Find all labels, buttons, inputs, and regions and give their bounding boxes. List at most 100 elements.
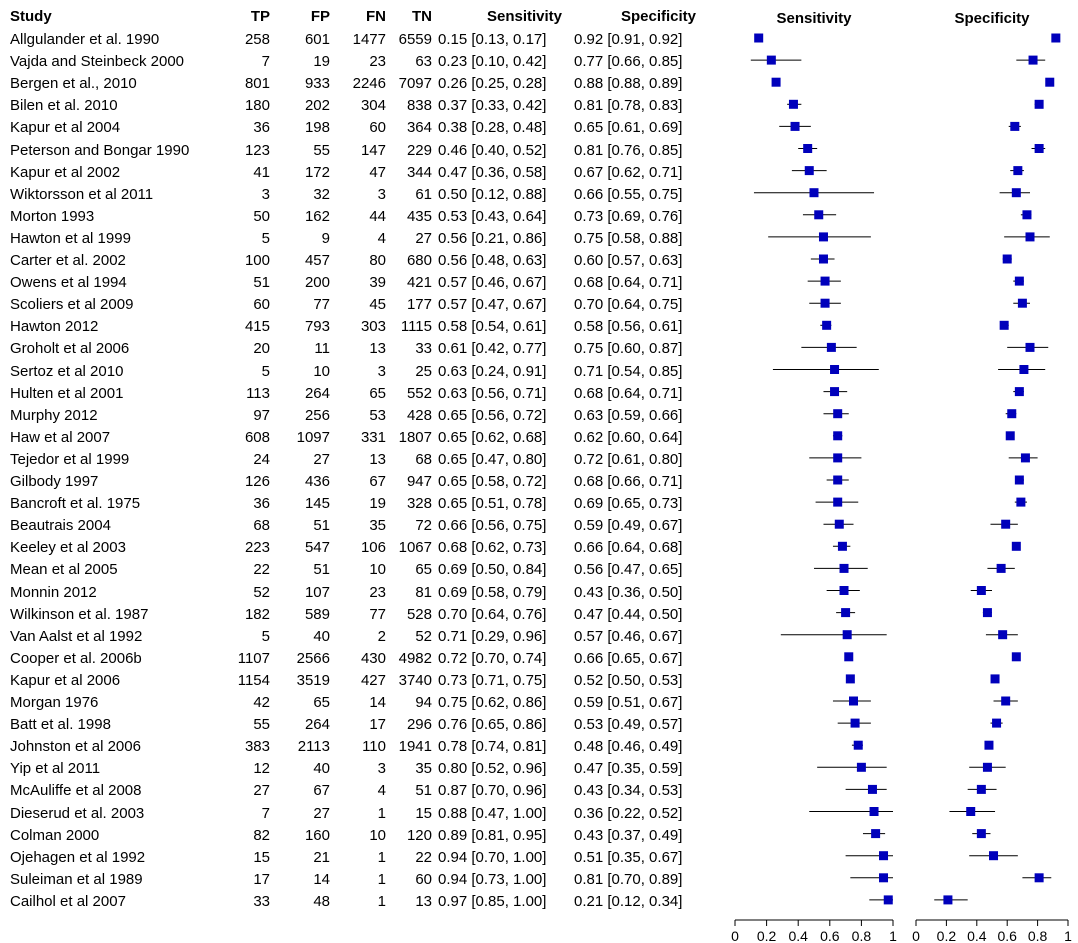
sensitivity-tick-label: 0.8	[852, 928, 872, 943]
cell-fn: 23	[369, 53, 386, 71]
cell-fn: 1	[377, 804, 386, 822]
cell-study: Cailhol et al 2007	[10, 892, 126, 910]
cell-tn: 60	[415, 870, 432, 888]
cell-tn: 947	[406, 473, 432, 490]
cell-fn: 19	[369, 495, 386, 513]
cell-fp: 48	[313, 892, 330, 910]
specificity-tick-label: 0.2	[937, 928, 957, 943]
cell-tp: 608	[244, 428, 270, 446]
cell-sens-text: 0.46 [0.40, 0.52]	[438, 141, 547, 159]
cell-tp: 82	[253, 826, 270, 844]
cell-fn: 77	[369, 605, 386, 623]
sensitivity-point-marker	[830, 365, 840, 374]
cell-fn: 110	[362, 738, 386, 756]
sensitivity-point-marker	[833, 475, 843, 485]
cell-tn: 364	[406, 119, 432, 137]
cell-tn: 27	[415, 229, 432, 247]
cell-tn: 4982	[398, 649, 432, 667]
cell-spec-text: 0.65 [0.61, 0.69]	[574, 119, 683, 137]
cell-fn: 67	[369, 473, 386, 490]
sensitivity-point-marker	[845, 674, 855, 684]
cell-sens-text: 0.89 [0.81, 0.95]	[438, 826, 547, 844]
cell-fp: 27	[313, 450, 330, 468]
sensitivity-point-marker	[803, 144, 813, 153]
cell-study: Hulten et al 2001	[10, 384, 124, 402]
cell-tp: 97	[253, 406, 270, 424]
cell-sens-text: 0.94 [0.70, 1.00]	[438, 848, 547, 866]
specificity-point-marker	[990, 674, 1000, 684]
cell-tn: 421	[406, 274, 432, 292]
cell-fp: 107	[304, 583, 330, 601]
cell-spec-text: 0.68 [0.66, 0.71]	[574, 473, 683, 490]
cell-spec-text: 0.43 [0.36, 0.50]	[574, 583, 683, 601]
cell-fn: 3	[377, 760, 386, 778]
cell-spec-text: 0.58 [0.56, 0.61]	[574, 318, 683, 336]
sensitivity-point-marker	[814, 210, 824, 220]
cell-tp: 5	[261, 229, 270, 247]
sensitivity-point-marker	[842, 630, 852, 640]
cell-sens-text: 0.26 [0.25, 0.28]	[438, 75, 547, 93]
cell-study: Hawton 2012	[10, 318, 99, 336]
cell-tp: 20	[253, 340, 270, 358]
cell-fn: 430	[360, 649, 386, 667]
cell-tn: 22	[415, 848, 432, 866]
cell-spec-text: 0.70 [0.64, 0.75]	[574, 296, 683, 314]
specificity-point-marker	[1011, 188, 1021, 198]
cell-study: Beautrais 2004	[10, 517, 111, 535]
specificity-point-marker	[1028, 55, 1038, 65]
cell-spec-text: 0.88 [0.88, 0.89]	[574, 75, 683, 93]
specificity-tick-label: 1	[1064, 928, 1072, 943]
cell-spec-text: 0.57 [0.46, 0.67]	[574, 627, 683, 645]
cell-study: Owens et al 1994	[10, 274, 127, 292]
cell-tp: 68	[253, 517, 270, 535]
cell-tp: 51	[253, 274, 270, 292]
header-fp: FP	[310, 8, 330, 25]
cell-tp: 801	[244, 75, 270, 93]
cell-tn: 120	[406, 826, 432, 844]
cell-sens-text: 0.15 [0.13, 0.17]	[438, 31, 547, 48]
specificity-point-marker	[1014, 387, 1024, 397]
cell-study: Suleiman et al 1989	[10, 870, 143, 888]
sensitivity-point-marker	[867, 784, 877, 794]
specificity-tick-label: 0	[912, 928, 920, 943]
cell-study: Bergen et al., 2010	[10, 75, 137, 93]
specificity-point-marker	[976, 829, 986, 839]
cell-fn: 13	[369, 450, 386, 468]
specificity-point-marker	[1051, 33, 1061, 43]
cell-spec-text: 0.63 [0.59, 0.66]	[574, 406, 683, 424]
sensitivity-tick-label: 0.4	[788, 928, 808, 943]
cell-tp: 1107	[237, 649, 270, 667]
specificity-point-marker	[1034, 144, 1044, 153]
cell-tp: 126	[244, 473, 270, 490]
sensitivity-point-marker	[833, 431, 843, 441]
cell-spec-text: 0.81 [0.76, 0.85]	[574, 141, 683, 159]
cell-spec-text: 0.71 [0.54, 0.85]	[574, 362, 683, 380]
sensitivity-point-marker	[839, 586, 849, 595]
cell-tp: 223	[244, 539, 270, 557]
cell-study: Sertoz et al 2010	[10, 362, 124, 380]
cell-fp: 9	[321, 229, 330, 247]
forest-table: Study TP FP FN TN Sensitivity Specificit…	[10, 8, 696, 910]
specificity-point-marker	[1011, 652, 1021, 662]
cell-tn: 72	[415, 517, 432, 535]
sensitivity-point-marker	[837, 541, 847, 551]
sensitivity-point-marker	[804, 166, 814, 176]
cell-fn: 4	[377, 782, 386, 800]
cell-study: Bancroft et al. 1975	[10, 495, 141, 513]
specificity-point-marker	[1005, 431, 1015, 441]
cell-spec-text: 0.62 [0.60, 0.64]	[574, 428, 683, 446]
cell-sens-text: 0.47 [0.36, 0.58]	[438, 163, 547, 181]
cell-fn: 10	[369, 826, 386, 844]
cell-fp: 10	[313, 362, 330, 380]
sensitivity-point-marker	[871, 829, 881, 839]
cell-spec-text: 0.75 [0.58, 0.88]	[574, 229, 683, 247]
cell-spec-text: 0.36 [0.22, 0.52]	[574, 804, 683, 822]
cell-tp: 12	[253, 760, 270, 778]
cell-fp: 51	[313, 517, 330, 535]
cell-tn: 229	[406, 141, 432, 159]
cell-tp: 5	[261, 627, 270, 645]
cell-spec-text: 0.43 [0.34, 0.53]	[574, 782, 683, 800]
sensitivity-point-marker	[853, 740, 863, 750]
sensitivity-tick-label: 0	[731, 928, 739, 943]
cell-study: Gilbody 1997	[10, 473, 99, 490]
